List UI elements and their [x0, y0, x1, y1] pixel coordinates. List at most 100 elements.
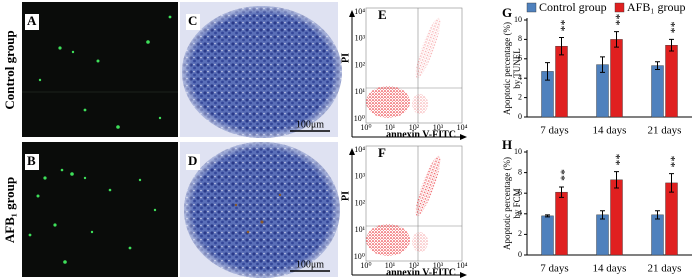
- y-tick-label: 10⁴: [354, 145, 365, 154]
- x-tick-label: 10¹: [385, 261, 396, 270]
- error-bar: [614, 31, 619, 48]
- bar: [665, 45, 678, 118]
- histology-image: [180, 142, 340, 278]
- significance: **: [665, 21, 679, 33]
- x-tick-label: 10²: [409, 261, 420, 270]
- error-bar: [669, 38, 674, 52]
- y-tick-label: 10¹: [355, 225, 366, 234]
- error-bar: [614, 171, 619, 189]
- axis-title: annexin V-FITC: [386, 267, 456, 278]
- y-tick-label: 2: [518, 229, 522, 238]
- axis-title: Apoptotic percentage (%): [502, 157, 512, 250]
- bar: [555, 45, 568, 118]
- bar: [541, 215, 554, 256]
- error-bar: [559, 36, 564, 56]
- legend-swatch: [614, 2, 625, 13]
- y-tick-label: 0: [518, 112, 522, 121]
- panel-label: E: [378, 7, 387, 22]
- axis-title: PI: [340, 53, 351, 63]
- y-tick-label: 10²: [355, 198, 366, 207]
- error-bar: [559, 186, 564, 198]
- event-cloud: [412, 232, 428, 252]
- axis-arrow: [349, 148, 355, 155]
- error-bar: [655, 61, 660, 70]
- x-tick-label: 21 days: [648, 125, 682, 137]
- x-tick-label: 10¹: [385, 123, 396, 132]
- y-tick-label: 6: [518, 188, 522, 197]
- bar: [610, 179, 623, 256]
- panel-label: C: [188, 13, 197, 28]
- bar: [651, 65, 664, 118]
- axis-title: by TUNEL: [512, 48, 522, 89]
- error-bar: [545, 62, 550, 81]
- legend-label: AFB₁ group: [627, 0, 686, 14]
- axis-arrow: [460, 272, 467, 278]
- significance: **: [610, 14, 624, 26]
- y-tick-label: 10³: [355, 34, 366, 43]
- panel-label: G: [502, 5, 512, 20]
- x-tick-label: 10⁰: [360, 123, 371, 132]
- fluorescence-image: [22, 142, 178, 277]
- event-cloud: [415, 155, 441, 217]
- y-tick-label: 10²: [355, 60, 366, 69]
- y-tick-label: 6: [518, 54, 522, 63]
- x-tick-label: 10³: [433, 123, 444, 132]
- axis-title: annexin V-FITC: [386, 129, 456, 140]
- y-tick-label: 10¹: [355, 87, 366, 96]
- y-tick-label: 4: [518, 209, 522, 218]
- event-cloud: [415, 17, 441, 79]
- event-cloud: [366, 224, 410, 256]
- x-tick-label: 7 days: [540, 125, 568, 137]
- event-cloud: [412, 94, 428, 114]
- bar-charts: G Apoptotic percentage (%) by TUNEL 0 2 4 6 8 10…: [502, 0, 692, 275]
- bar: [555, 191, 568, 256]
- histology-image: [180, 2, 342, 138]
- x-tick-label: 21 days: [648, 263, 682, 275]
- x-tick-label: 7 days: [540, 263, 568, 275]
- axis-arrow: [460, 134, 467, 140]
- flow-panels: E PI annexin V-FITC 10⁰ 10¹ 10² 10³ 10⁴ 10⁰ 10¹ 10…: [340, 7, 467, 278]
- y-tick-label: 10: [514, 147, 522, 156]
- error-bar: [600, 210, 605, 220]
- x-tick-label: 10⁴: [457, 261, 468, 270]
- scale-label: 100μm: [296, 119, 324, 130]
- axis-arrow: [349, 10, 355, 17]
- panel-label: A: [27, 13, 37, 28]
- bar: [596, 214, 609, 256]
- error-bar: [545, 214, 550, 218]
- axis-title: PI: [340, 191, 351, 201]
- y-tick-label: 10: [514, 15, 522, 24]
- x-tick-label: 10²: [409, 123, 420, 132]
- legend-swatch: [526, 2, 537, 13]
- error-bar: [600, 56, 605, 73]
- y-tick-label: 0: [518, 250, 522, 259]
- significance: **: [610, 154, 624, 166]
- y-tick-label: 8: [518, 167, 522, 176]
- x-tick-label: 14 days: [593, 125, 627, 137]
- significance: **: [665, 156, 679, 168]
- panel-label: H: [502, 137, 512, 152]
- scale-label: 100μm: [296, 259, 324, 270]
- y-tick-label: 10³: [355, 172, 366, 181]
- fluorescence-image: [22, 2, 178, 137]
- bar: [665, 182, 678, 256]
- x-tick-label: 10⁰: [360, 261, 371, 270]
- y-tick-label: 2: [518, 92, 522, 101]
- error-bar: [655, 210, 660, 220]
- significance: **: [555, 19, 569, 31]
- row-label: AFB₁ group: [2, 177, 17, 243]
- y-tick-label: 4: [518, 73, 522, 82]
- row-label: Control group: [2, 30, 17, 109]
- x-tick-label: 14 days: [593, 263, 627, 275]
- legend-label: Control group: [539, 0, 607, 14]
- panel-label: F: [378, 145, 386, 160]
- y-tick-label: 8: [518, 34, 522, 43]
- x-tick-label: 10⁴: [457, 123, 468, 132]
- x-tick-label: 10³: [433, 261, 444, 270]
- y-tick-label: 10⁰: [354, 114, 365, 123]
- bar: [651, 214, 664, 256]
- panel-label: B: [27, 153, 36, 168]
- y-tick-label: 10⁰: [354, 252, 365, 261]
- significance: **: [555, 169, 569, 181]
